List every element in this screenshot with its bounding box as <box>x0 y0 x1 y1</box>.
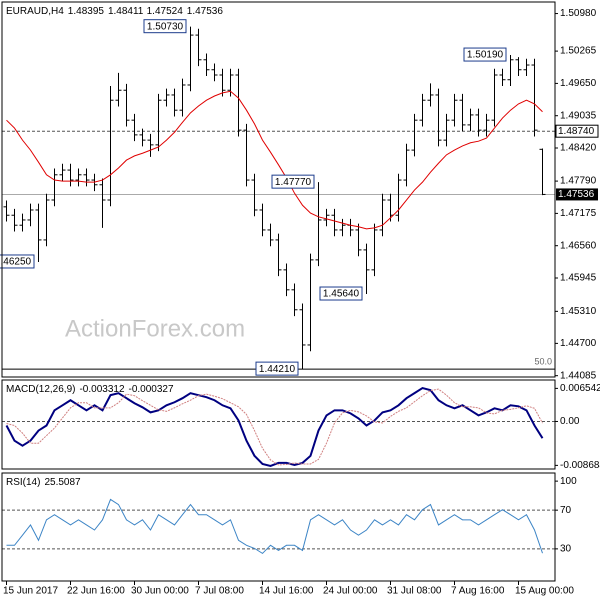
annotation-box <box>255 361 299 376</box>
level-label: 1.48740 <box>558 126 595 137</box>
annotation-box <box>271 174 315 189</box>
y-tick-label: 0.006542 <box>560 383 600 394</box>
annotation-label: 1.50190 <box>467 50 504 61</box>
y-tick-label: 100 <box>560 476 577 487</box>
header-item: 1.47536 <box>187 6 224 17</box>
x-tick-label: 22 Jun 16:00 <box>67 586 125 597</box>
x-tick-label: 7 Aug 16:00 <box>451 586 505 597</box>
panel-frame <box>1 379 556 470</box>
header-item: 1.48411 <box>108 6 144 17</box>
moving-average <box>6 90 543 230</box>
price-label: 1.47536 <box>558 189 595 200</box>
header-item: EURAUD,H4 <box>6 6 64 17</box>
y-tick-label: 30 <box>560 544 572 555</box>
header-item: 25.5087 <box>44 477 81 488</box>
y-tick-label: 1.49650 <box>560 78 597 89</box>
y-tick-label: 1.44700 <box>560 338 597 349</box>
header-item: MACD(12,26,9) <box>6 384 75 395</box>
y-tick-label: 1.45945 <box>560 273 597 284</box>
x-tick-label: 30 Jun 00:00 <box>131 586 189 597</box>
panel-header: RSI(14) 25.5087 <box>6 477 81 488</box>
y-tick-label: 0.00 <box>560 416 580 427</box>
annotation-label: 1.46250 <box>0 257 32 268</box>
x-tick-label: 15 Aug 00:00 <box>515 586 574 597</box>
annotation-label: 1.50730 <box>147 21 184 32</box>
header-item: 1.48395 <box>68 6 105 17</box>
price-box <box>556 188 598 201</box>
annotation-label: 1.44210 <box>259 364 296 375</box>
y-tick-label: 1.44085 <box>560 370 597 381</box>
indicator-line <box>5 387 544 468</box>
y-tick-label: 1.49035 <box>560 110 597 121</box>
y-tick-label: -0.008684 <box>560 460 600 471</box>
x-tick-label: 24 Jul 00:00 <box>323 586 378 597</box>
annotation-box <box>319 286 363 301</box>
annotation-box <box>0 254 35 269</box>
y-tick-label: 1.50980 <box>560 8 597 19</box>
y-tick-label: 1.47175 <box>560 208 597 219</box>
indicator-line <box>6 388 543 466</box>
panel-border <box>1 1 556 378</box>
indicator-line <box>6 498 543 555</box>
header-item: 1.47524 <box>147 6 184 17</box>
y-tick-label: 1.47790 <box>560 176 597 187</box>
panel-border <box>1 379 556 470</box>
annotation-box <box>463 47 507 62</box>
panel-border <box>1 472 556 582</box>
x-tick-label: 7 Jul 08:00 <box>195 586 244 597</box>
x-tick-label: 14 Jul 16:00 <box>259 586 314 597</box>
y-tick-label: 1.48420 <box>560 143 597 154</box>
panel-frame <box>1 472 556 582</box>
level-box <box>555 124 599 138</box>
panel-header: MACD(12,26,9) -0.003312 -0.000327 <box>6 384 174 395</box>
y-tick-label: 1.50265 <box>560 46 597 57</box>
x-tick-label: 31 Jul 08:00 <box>387 586 442 597</box>
y-tick-label: 70 <box>560 505 572 516</box>
y-tick-label: 1.45310 <box>560 306 597 317</box>
header-item: RSI(14) <box>6 477 40 488</box>
x-tick-label: 15 Jun 2017 <box>3 586 58 597</box>
annotation-label: 1.47770 <box>275 177 312 188</box>
header-item: -0.003312 <box>79 384 124 395</box>
fib-label: 50.0 <box>534 356 552 366</box>
watermark: ActionForex.com <box>65 315 245 342</box>
y-tick-label: 1.46560 <box>560 240 597 251</box>
header-item: -0.000327 <box>129 384 174 395</box>
annotation-label: 1.45640 <box>323 289 360 300</box>
panel-header: EURAUD,H4 1.48395 1.48411 1.47524 1.47536 <box>6 6 223 17</box>
annotation-box <box>143 19 187 34</box>
